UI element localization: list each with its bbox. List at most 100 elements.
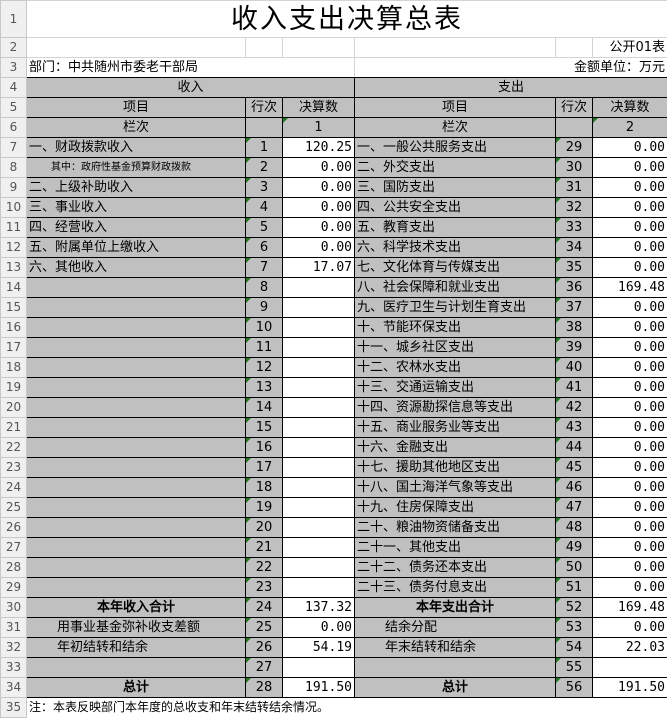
cell[interactable]: [246, 38, 283, 58]
row-header[interactable]: 20: [1, 398, 27, 418]
expense-line-cell[interactable]: 30: [556, 158, 593, 178]
row-header[interactable]: 28: [1, 558, 27, 578]
expense-line-cell[interactable]: 33: [556, 218, 593, 238]
row-header[interactable]: 19: [1, 378, 27, 398]
income-line-cell[interactable]: 8: [246, 278, 283, 298]
expense-item-cell[interactable]: 十二、农林水支出: [355, 358, 556, 378]
income-item-cell[interactable]: [27, 378, 246, 398]
income-item-cell[interactable]: [27, 338, 246, 358]
row-header[interactable]: 1: [1, 1, 27, 38]
income-line-cell[interactable]: 27: [246, 658, 283, 678]
income-header[interactable]: 收入: [27, 78, 355, 98]
expense-line-cell[interactable]: 36: [556, 278, 593, 298]
row-header[interactable]: 14: [1, 278, 27, 298]
income-line-cell[interactable]: 24: [246, 598, 283, 618]
expense-amount-cell[interactable]: 0.00: [593, 218, 667, 238]
expense-line-cell[interactable]: 31: [556, 178, 593, 198]
form-code[interactable]: 公开01表: [593, 38, 667, 58]
expense-item-cell[interactable]: 十九、住房保障支出: [355, 498, 556, 518]
cell[interactable]: [283, 38, 355, 58]
income-item-cell[interactable]: 用事业基金弥补收支差额: [27, 618, 246, 638]
expense-line-cell[interactable]: 47: [556, 498, 593, 518]
income-amount-cell[interactable]: 0.00: [283, 198, 355, 218]
income-amount-cell[interactable]: 191.50: [283, 678, 355, 698]
expense-line-cell[interactable]: 43: [556, 418, 593, 438]
income-line-cell[interactable]: 16: [246, 438, 283, 458]
row-header[interactable]: 18: [1, 358, 27, 378]
expense-item-cell[interactable]: 二十一、其他支出: [355, 538, 556, 558]
expense-amount-cell[interactable]: 0.00: [593, 438, 667, 458]
expense-line-cell[interactable]: 55: [556, 658, 593, 678]
expense-item-cell[interactable]: 五、教育支出: [355, 218, 556, 238]
income-amount-cell[interactable]: 0.00: [283, 218, 355, 238]
unit-label[interactable]: 金额单位：万元: [355, 58, 667, 78]
income-amount-cell[interactable]: 120.25: [283, 138, 355, 158]
income-amount-cell[interactable]: [283, 558, 355, 578]
expense-item-cell[interactable]: 十一、城乡社区支出: [355, 338, 556, 358]
expense-amount-cell[interactable]: 0.00: [593, 478, 667, 498]
income-amount-cell[interactable]: [283, 358, 355, 378]
expense-item-cell[interactable]: 年末结转和结余: [355, 638, 556, 658]
expense-line-cell[interactable]: 29: [556, 138, 593, 158]
income-amount-header[interactable]: 决算数: [283, 98, 355, 118]
income-item-cell[interactable]: [27, 498, 246, 518]
income-item-cell[interactable]: [27, 518, 246, 538]
income-line-cell[interactable]: 13: [246, 378, 283, 398]
income-item-cell[interactable]: [27, 298, 246, 318]
expense-item-cell[interactable]: 十四、资源勘探信息等支出: [355, 398, 556, 418]
income-item-cell[interactable]: 六、其他收入: [27, 258, 246, 278]
expense-line-cell[interactable]: 54: [556, 638, 593, 658]
expense-amount-cell[interactable]: 169.48: [593, 598, 667, 618]
income-item-cell[interactable]: [27, 318, 246, 338]
expense-amount-cell[interactable]: 0.00: [593, 418, 667, 438]
income-amount-cell[interactable]: 0.00: [283, 178, 355, 198]
income-item-cell[interactable]: [27, 478, 246, 498]
department-label[interactable]: 部门：中共随州市委老干部局: [27, 58, 355, 78]
expense-item-cell[interactable]: 三、国防支出: [355, 178, 556, 198]
expense-item-cell[interactable]: 八、社会保障和就业支出: [355, 278, 556, 298]
income-item-header[interactable]: 项目: [27, 98, 246, 118]
cell[interactable]: [246, 118, 283, 138]
row-header[interactable]: 29: [1, 578, 27, 598]
income-amount-cell[interactable]: [283, 298, 355, 318]
income-item-cell[interactable]: [27, 658, 246, 678]
row-header[interactable]: 24: [1, 478, 27, 498]
row-header[interactable]: 32: [1, 638, 27, 658]
expense-line-cell[interactable]: 45: [556, 458, 593, 478]
row-header[interactable]: 4: [1, 78, 27, 98]
expense-item-cell[interactable]: 本年支出合计: [355, 598, 556, 618]
income-item-cell[interactable]: 一、财政拨款收入: [27, 138, 246, 158]
row-header[interactable]: 26: [1, 518, 27, 538]
row-header[interactable]: 15: [1, 298, 27, 318]
row-header[interactable]: 7: [1, 138, 27, 158]
income-line-cell[interactable]: 15: [246, 418, 283, 438]
expense-line-cell[interactable]: 35: [556, 258, 593, 278]
expense-item-cell[interactable]: 二十三、债务付息支出: [355, 578, 556, 598]
income-line-cell[interactable]: 19: [246, 498, 283, 518]
row-header[interactable]: 22: [1, 438, 27, 458]
row-header[interactable]: 30: [1, 598, 27, 618]
expense-line-cell[interactable]: 32: [556, 198, 593, 218]
income-line-cell[interactable]: 2: [246, 158, 283, 178]
expense-amount-cell[interactable]: [593, 658, 667, 678]
income-item-cell[interactable]: [27, 438, 246, 458]
income-item-cell[interactable]: [27, 458, 246, 478]
income-item-cell[interactable]: [27, 578, 246, 598]
expense-item-cell[interactable]: [355, 658, 556, 678]
expense-amount-cell[interactable]: 0.00: [593, 178, 667, 198]
income-line-header[interactable]: 行次: [246, 98, 283, 118]
income-item-cell[interactable]: [27, 418, 246, 438]
expense-item-cell[interactable]: 二十、粮油物资储备支出: [355, 518, 556, 538]
expense-line-cell[interactable]: 42: [556, 398, 593, 418]
income-item-cell[interactable]: 五、附属单位上缴收入: [27, 238, 246, 258]
income-item-cell[interactable]: [27, 398, 246, 418]
income-amount-cell[interactable]: [283, 318, 355, 338]
expense-line-cell[interactable]: 48: [556, 518, 593, 538]
expense-amount-cell[interactable]: 0.00: [593, 338, 667, 358]
expense-line-cell[interactable]: 40: [556, 358, 593, 378]
expense-item-cell[interactable]: 十八、国土海洋气象等支出: [355, 478, 556, 498]
income-amount-cell[interactable]: [283, 478, 355, 498]
income-line-cell[interactable]: 12: [246, 358, 283, 378]
expense-item-cell[interactable]: 一、一般公共服务支出: [355, 138, 556, 158]
income-line-cell[interactable]: 7: [246, 258, 283, 278]
